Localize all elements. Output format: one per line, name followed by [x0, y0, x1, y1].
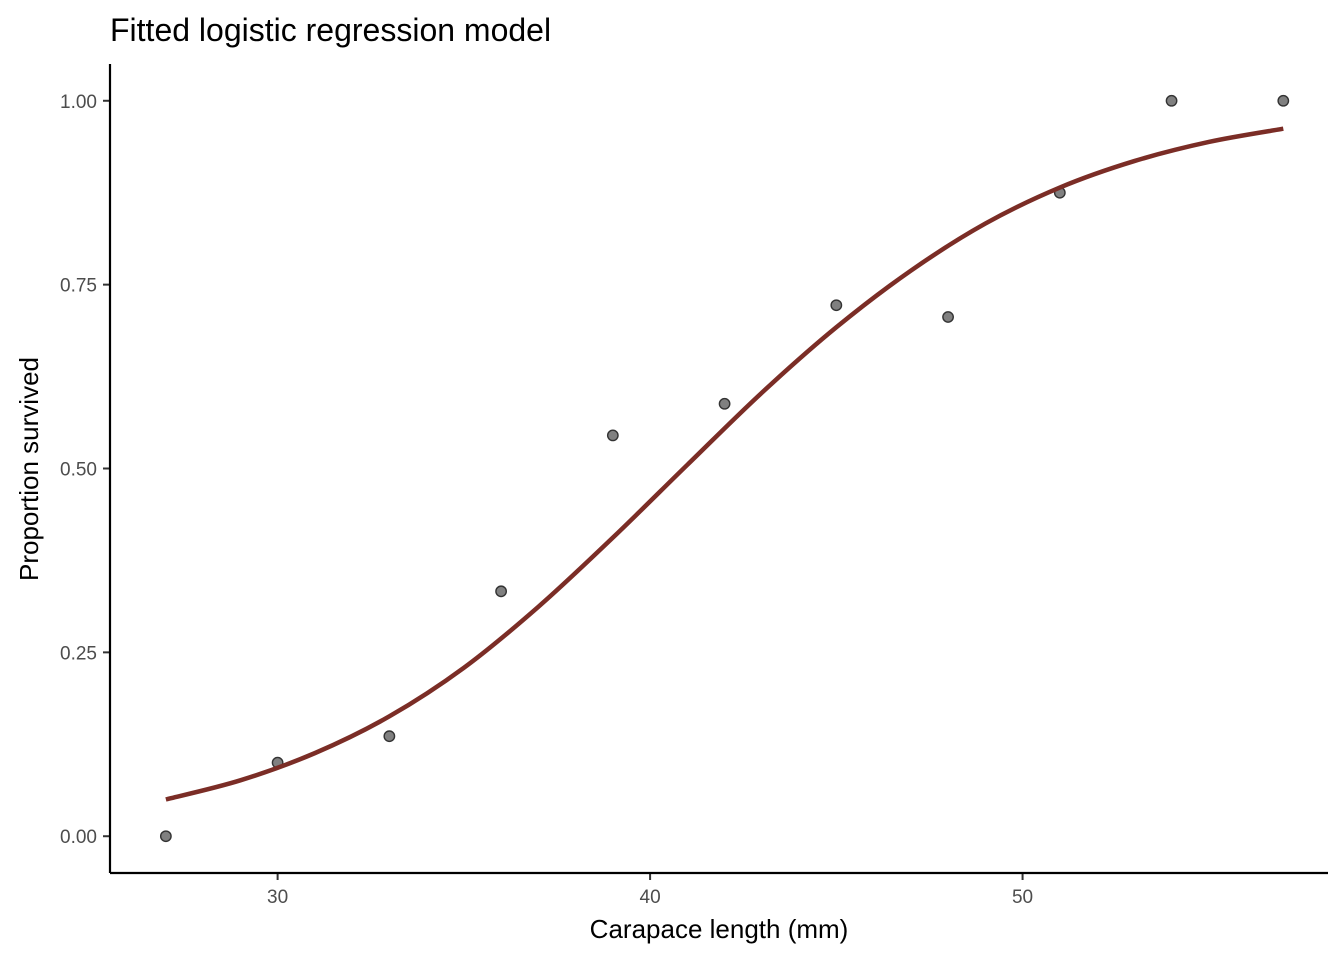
fitted-curve: [165, 126, 1284, 802]
y-axis-ticks: 0.00 0.25 0.50 0.75 1.00: [60, 92, 110, 848]
y-tick-label: 0.00: [60, 827, 97, 848]
y-tick-label: 0.50: [60, 460, 97, 481]
data-point: [1165, 94, 1178, 107]
data-point: [718, 397, 731, 410]
x-tick-label: 40: [640, 887, 661, 908]
x-axis-ticks: 30 40 50: [267, 873, 1033, 908]
data-point: [159, 830, 172, 843]
y-axis-title: Proportion survived: [14, 357, 44, 581]
y-tick-label: 0.75: [60, 276, 97, 297]
x-tick-label: 50: [1012, 887, 1033, 908]
y-tick-label: 0.25: [60, 643, 97, 664]
data-point: [942, 311, 954, 323]
chart-title: Fitted logistic regression model: [110, 12, 551, 48]
data-point: [830, 299, 843, 312]
data-point: [495, 585, 507, 598]
y-tick-label: 1.00: [60, 92, 97, 113]
x-axis-title: Carapace length (mm): [590, 914, 849, 944]
x-tick-label: 30: [267, 887, 288, 908]
plot-area: [159, 94, 1290, 843]
data-point: [1277, 94, 1290, 107]
data-point: [383, 730, 396, 743]
data-point: [606, 429, 619, 442]
